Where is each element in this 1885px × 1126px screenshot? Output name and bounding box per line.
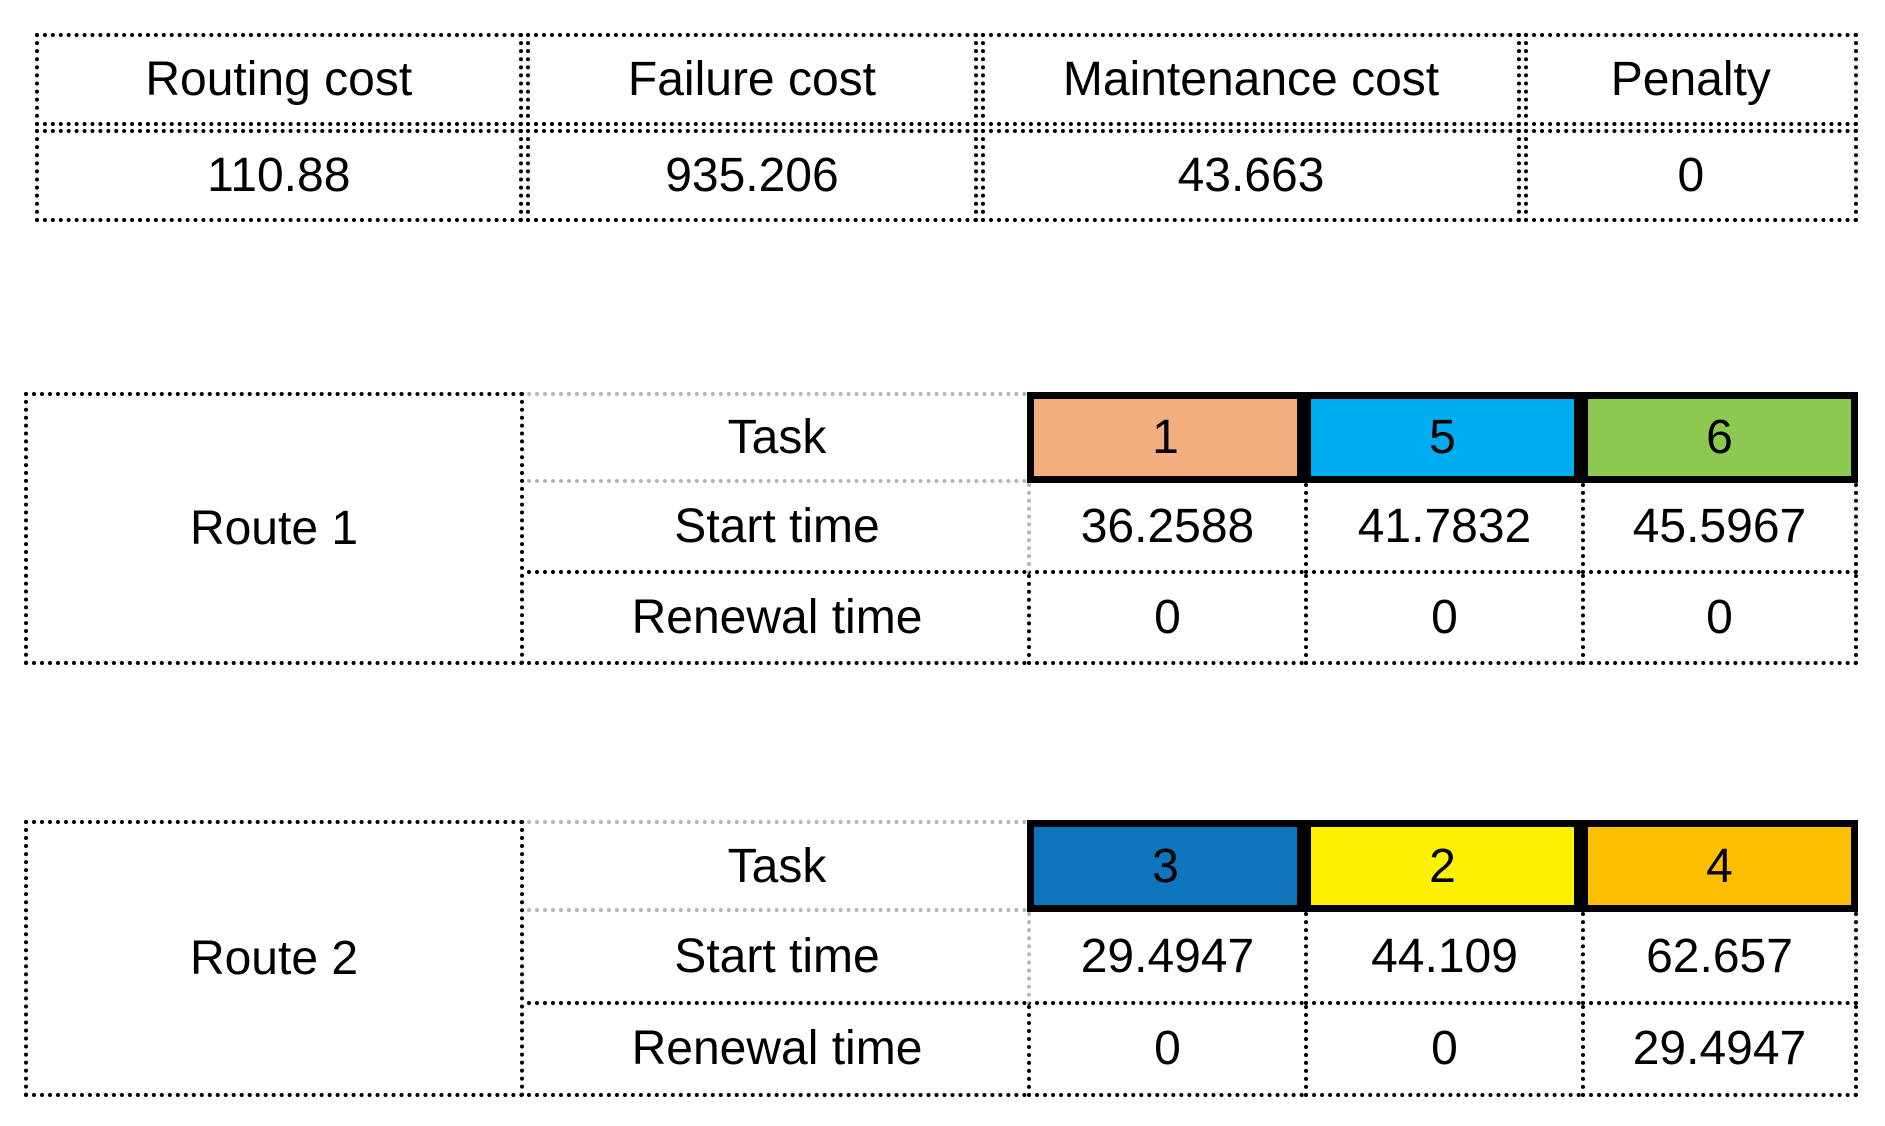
route-1-renewal-time-0: 0: [1027, 574, 1304, 665]
route-2-renewal-time-2: 29.4947: [1581, 1004, 1858, 1097]
route-2-start-time-2: 62.657: [1581, 912, 1858, 1005]
route-1-start-time-0: 36.2588: [1027, 483, 1304, 574]
route-1-task-cell-2: 6: [1581, 392, 1858, 483]
header-failure-cost: Failure cost: [525, 33, 979, 126]
route-2-task-row-label: Task: [527, 820, 1027, 913]
value-failure-cost: 935.206: [525, 129, 979, 222]
route-1-renewal-time-1: 0: [1304, 574, 1581, 665]
route-2-task-cell-0: 3: [1027, 820, 1304, 913]
route-1-renewal-row-label: Renewal time: [527, 574, 1027, 665]
route-2-table: Route 2 Task 3 2 4 Start time 29.4947 44…: [0, 820, 1885, 1097]
header-maintenance-cost: Maintenance cost: [981, 33, 1521, 126]
route-1-table: Route 1 Task 1 5 6 Start time 36.2588 41…: [0, 392, 1885, 665]
route-1-renewal-time-2: 0: [1581, 574, 1858, 665]
route-2-name: Route 2: [24, 820, 524, 1097]
route-2-task-cell-1: 2: [1304, 820, 1581, 913]
route-2-renewal-time-1: 0: [1304, 1004, 1581, 1097]
value-maintenance-cost: 43.663: [981, 129, 1521, 222]
route-1-grid: Task 1 5 6 Start time 36.2588 41.7832 45…: [527, 392, 1858, 665]
route-2-renewal-row-label: Renewal time: [527, 1005, 1027, 1097]
route-2-renewal-time-0: 0: [1027, 1004, 1304, 1097]
route-2-start-time-0: 29.4947: [1027, 912, 1304, 1005]
value-routing-cost: 110.88: [35, 129, 523, 222]
cost-summary-table: Routing cost Failure cost Maintenance co…: [35, 33, 1858, 222]
route-1-start-time-2: 45.5967: [1581, 483, 1858, 574]
header-routing-cost: Routing cost: [35, 33, 523, 126]
route-2-task-cell-2: 4: [1581, 820, 1858, 913]
route-1-start-row-label: Start time: [527, 483, 1027, 574]
route-1-name: Route 1: [24, 392, 524, 665]
route-1-task-cell-0: 1: [1027, 392, 1304, 483]
route-2-grid: Task 3 2 4 Start time 29.4947 44.109 62.…: [527, 820, 1858, 1097]
route-1-start-time-1: 41.7832: [1304, 483, 1581, 574]
route-2-start-row-label: Start time: [527, 912, 1027, 1005]
route-2-start-time-1: 44.109: [1304, 912, 1581, 1005]
route-1-task-cell-1: 5: [1304, 392, 1581, 483]
value-penalty: 0: [1523, 129, 1858, 222]
route-1-task-row-label: Task: [527, 392, 1027, 483]
header-penalty: Penalty: [1523, 33, 1858, 126]
